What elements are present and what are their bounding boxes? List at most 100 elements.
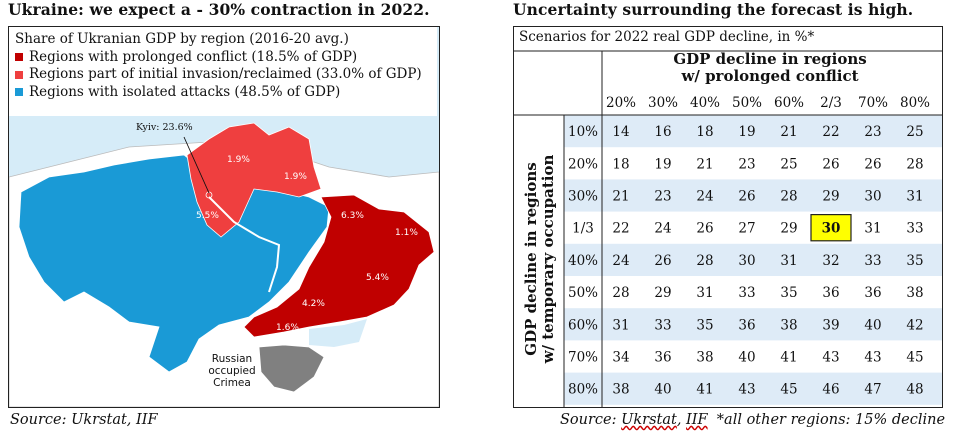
table-cell: 36 <box>822 285 839 301</box>
table-cell: 42 <box>906 317 923 333</box>
region-label-zaporizhzhia: 4.2% <box>302 299 325 309</box>
table-cell: 33 <box>864 253 881 269</box>
region-isolated-attacks <box>18 154 330 373</box>
kyiv-label: Kyiv: 23.6% <box>136 122 193 133</box>
crimea-label-line1: Russian <box>211 353 253 365</box>
table-cell: 31 <box>906 189 923 205</box>
table-cell: 40 <box>654 382 671 398</box>
map-graphic <box>9 122 439 407</box>
row-header-text: GDP decline in regions w/ temporary occu… <box>522 154 557 364</box>
table-cell: 21 <box>780 124 797 140</box>
region-label-donetsk: 5.4% <box>366 273 389 283</box>
table-cell: 14 <box>612 124 629 140</box>
table-cell: 34 <box>612 350 629 366</box>
table-cell: 26 <box>738 189 755 205</box>
legend-title: Share of Ukranian GDP by region (2016-20… <box>15 31 349 47</box>
column-label: 60% <box>774 95 804 111</box>
region-label-kharkiv: 6.3% <box>341 211 364 221</box>
map-legend: Share of Ukranian GDP by region (2016-20… <box>9 27 437 116</box>
table-row-stripe <box>564 308 942 341</box>
table-cell: 43 <box>822 350 839 366</box>
table-cell: 43 <box>738 382 755 398</box>
right-source-sep: , <box>676 412 687 428</box>
table-cell: 22 <box>822 124 839 140</box>
row-label: 30% <box>568 189 598 205</box>
crimea-label: Russian occupied Crimea <box>197 353 267 389</box>
table-cell: 39 <box>822 317 839 333</box>
table-cell: 26 <box>696 221 713 237</box>
table-cell: 18 <box>696 124 713 140</box>
table-cell: 45 <box>780 382 797 398</box>
legend-item-isolated: Regions with isolated attacks (48.5% of … <box>15 84 437 102</box>
kyiv-pointer <box>183 136 210 194</box>
crimea-label-line2: occupied <box>208 365 256 377</box>
right-source-note: *all other regions: 15% decline <box>707 412 946 428</box>
table-cell: 18 <box>612 156 629 172</box>
table-cell: 38 <box>906 285 923 301</box>
legend-swatch-invasion <box>15 70 23 79</box>
table-row-stripe <box>564 115 942 148</box>
table-cell: 38 <box>612 382 629 398</box>
table-row-stripe <box>564 243 942 276</box>
table-cell: 31 <box>696 285 713 301</box>
legend-item-conflict: Regions with prolonged conflict (18.5% o… <box>15 49 437 67</box>
dnipro-river <box>208 196 281 293</box>
table-cell: 21 <box>612 189 629 205</box>
table-cell: 28 <box>906 156 923 172</box>
legend-label-isolated: Regions with isolated attacks (48.5% of … <box>29 83 341 100</box>
column-label: 20% <box>606 95 636 111</box>
table-cell: 35 <box>696 317 713 333</box>
table-cell: 36 <box>864 285 881 301</box>
legend-item-invasion: Regions part of initial invasion/reclaim… <box>15 66 437 84</box>
table-cell: 26 <box>864 156 881 172</box>
table-row-stripe <box>564 372 942 405</box>
table-cell: 26 <box>654 253 671 269</box>
legend-label-invasion: Regions part of initial invasion/reclaim… <box>29 66 422 82</box>
legend-swatch-isolated <box>15 88 23 97</box>
table-cell: 33 <box>654 317 671 333</box>
column-labels-band <box>602 91 942 113</box>
table-cell: 47 <box>864 382 881 398</box>
table-cell: 19 <box>654 156 671 172</box>
column-header: GDP decline in regions w/ prolonged conf… <box>602 51 938 85</box>
table-cell: 22 <box>612 221 629 237</box>
column-label: 80% <box>900 95 930 111</box>
table-row-stripe <box>564 179 942 212</box>
right-source: Source: Ukrstat, IIF *all other regions:… <box>560 412 945 428</box>
table-cell: 31 <box>780 253 797 269</box>
right-source-iif: IIF <box>686 412 708 428</box>
region-label-kyiv-oblast: 5.5% <box>196 211 219 221</box>
table-cell: 35 <box>780 285 797 301</box>
column-header-line2: w/ prolonged conflict <box>681 67 859 85</box>
table-cell: 31 <box>612 317 629 333</box>
table-cell: 30 <box>864 189 881 205</box>
highlight-cell <box>810 214 852 242</box>
region-prolonged-conflict <box>243 194 435 338</box>
table-cell: 41 <box>780 350 797 366</box>
table-cell: 46 <box>822 382 839 398</box>
table-cell: 36 <box>738 317 755 333</box>
table-cell: 48 <box>906 382 923 398</box>
left-headline: Ukraine: we expect a - 30% contraction i… <box>8 0 430 19</box>
table-cell: 29 <box>822 189 839 205</box>
region-crimea <box>258 344 325 393</box>
row-header-line2: w/ temporary occupation <box>539 154 557 364</box>
table-cell: 38 <box>780 317 797 333</box>
table-cell: 29 <box>780 221 797 237</box>
table-cell: 25 <box>906 124 923 140</box>
table-cell: 19 <box>738 124 755 140</box>
column-label: 40% <box>690 95 720 111</box>
region-label-chernihiv: 1.9% <box>227 155 250 165</box>
right-source-ukrstat: Ukrstat <box>621 412 677 428</box>
table-cell: 30 <box>738 253 755 269</box>
table-cell: 24 <box>696 189 713 205</box>
table-cell-highlighted: 30 <box>822 221 841 237</box>
table-cell: 28 <box>612 285 629 301</box>
right-headline: Uncertainty surrounding the forecast is … <box>513 0 914 19</box>
table-cell: 33 <box>738 285 755 301</box>
sea-of-azov <box>309 319 367 347</box>
table-subtitle: Scenarios for 2022 real GDP decline, in … <box>519 29 815 45</box>
row-label: 1/3 <box>572 221 594 237</box>
table-cell: 24 <box>612 253 629 269</box>
legend-label-conflict: Regions with prolonged conflict (18.5% o… <box>29 48 358 65</box>
